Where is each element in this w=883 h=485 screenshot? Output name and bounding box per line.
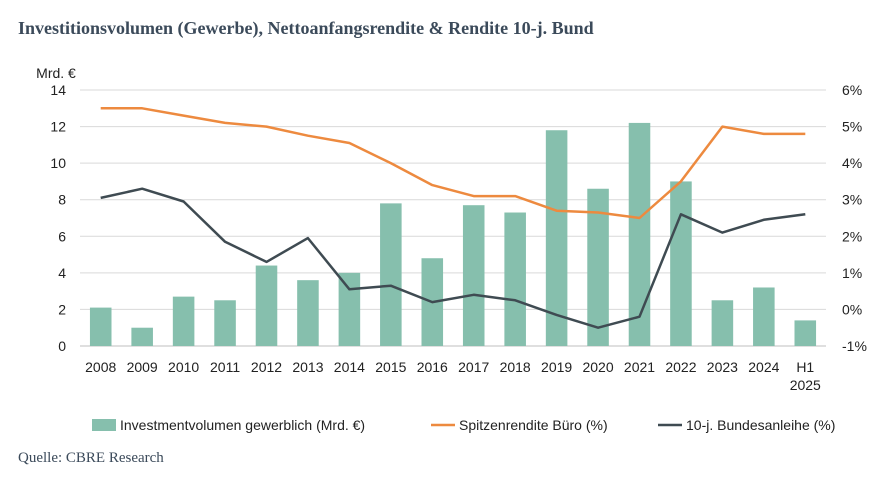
x-tick-label: 2013 [292,359,323,375]
x-tick-label: 2017 [458,359,489,375]
x-tick-label: 2014 [334,359,365,375]
gridlines [80,89,826,347]
x-tick-label: 2020 [582,359,613,375]
bar [670,181,692,346]
left-tick-label: 10 [50,155,66,171]
right-tick-label: 2% [842,228,862,244]
legend-label: Investmentvolumen gewerblich (Mrd. €) [120,417,365,433]
bar [338,272,361,346]
x-tick-label: H1 [796,359,814,375]
left-axis-label: Mrd. € [36,65,76,81]
legend: Investmentvolumen gewerblich (Mrd. €) Spi… [92,417,835,433]
bar [753,287,775,346]
bar [711,300,734,346]
bar [545,130,568,346]
x-tick-label: 2009 [127,359,158,375]
right-tick-label: 4% [842,155,862,171]
left-tick-label: 2 [58,301,66,317]
bar [462,205,485,346]
bar [297,280,319,346]
x-tick-label: 2019 [541,359,572,375]
left-tick-label: 12 [50,119,66,135]
right-axis: -1% 0% 1% 2% 3% 4% 5% 6% [842,82,867,354]
bar [89,307,112,346]
x-tick-label: 2024 [748,359,779,375]
legend-label: Spitzenrendite Büro (%) [459,417,608,433]
x-tick-label: 2021 [624,359,655,375]
x-tick-label: 2016 [417,359,448,375]
office-yield-line [100,107,806,220]
left-tick-label: 14 [50,82,66,98]
x-tick-label: 2022 [665,359,696,375]
bar [172,296,195,346]
bar [504,212,526,346]
x-tick-label: 2015 [375,359,406,375]
source-note: Quelle: CBRE Research [18,450,164,466]
bar [380,203,402,346]
x-axis: 2008 2009 2010 2011 2012 2013 2014 2015 2016 2017… [85,359,821,393]
right-tick-label: 1% [842,265,862,281]
right-tick-label: -1% [842,338,867,354]
right-tick-label: 0% [842,301,862,317]
left-tick-label: 4 [58,265,66,281]
x-tick-label: 2012 [251,359,282,375]
x-tick-label: 2018 [500,359,531,375]
bar [628,122,651,347]
bund-yield-line [100,187,806,329]
x-tick-label: 2011 [210,359,240,375]
x-tick-label: 2010 [168,359,199,375]
bar-series [89,122,817,347]
chart-title: Investitionsvolumen (Gewerbe), Nettoanfa… [18,18,594,38]
legend-label: 10-j. Bundesanleihe (%) [686,417,835,433]
bar [214,300,236,346]
bar [255,265,278,346]
left-tick-label: 6 [58,228,66,244]
bar [587,188,609,346]
line-series [100,107,806,329]
right-tick-label: 5% [842,119,862,135]
right-tick-label: 3% [842,192,862,208]
x-tick-label: 2025 [790,377,821,393]
left-axis: 0 2 4 6 8 10 12 14 [50,82,66,354]
x-tick-label: 2008 [85,359,116,375]
bar [131,327,153,346]
x-tick-label: 2023 [707,359,738,375]
right-tick-label: 6% [842,82,862,98]
legend-swatch-bar [92,419,116,431]
left-tick-label: 8 [58,192,66,208]
bar [794,320,817,346]
left-tick-label: 0 [58,338,66,354]
